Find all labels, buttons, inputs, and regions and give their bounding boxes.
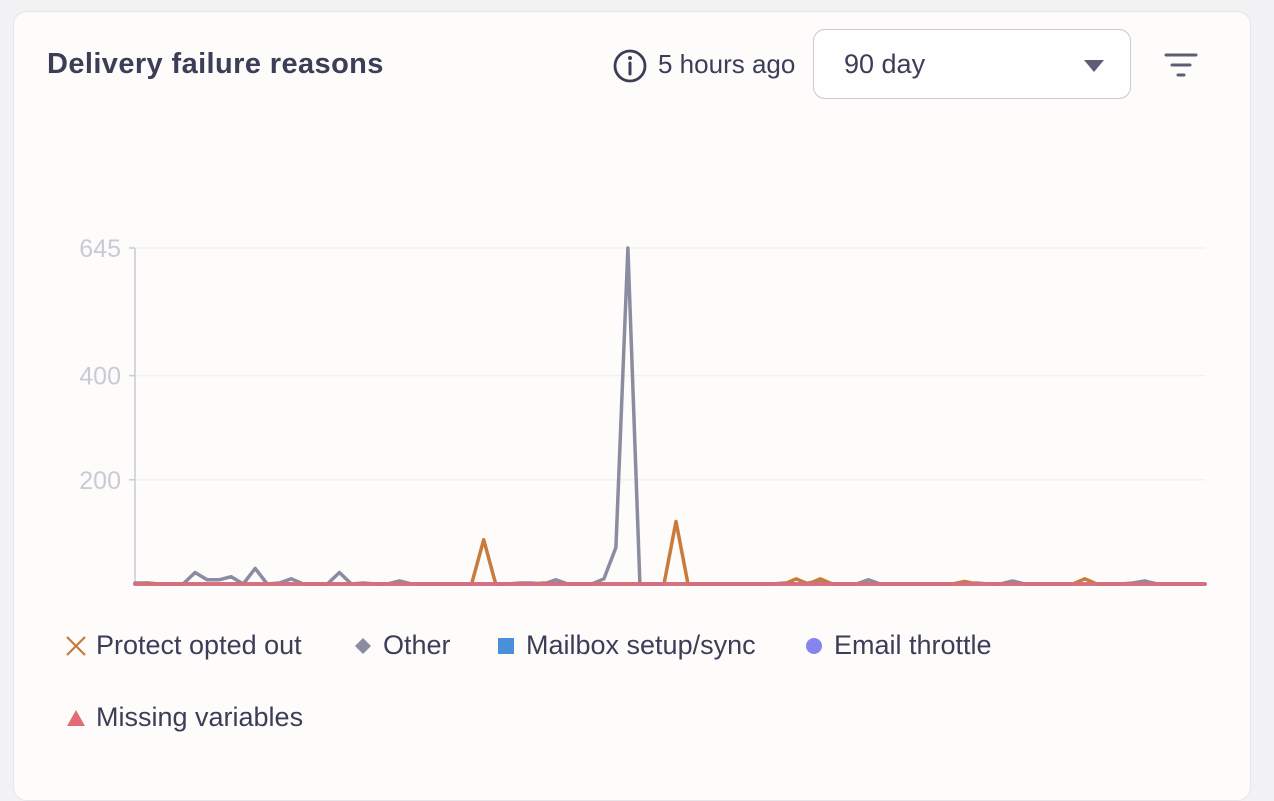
legend-item[interactable]: Missing variables — [64, 702, 303, 733]
legend-marker-triangle-icon — [67, 709, 85, 726]
y-tick-label: 200 — [79, 467, 121, 495]
legend-item[interactable]: Email throttle — [802, 630, 992, 661]
legend-marker-square-icon — [498, 637, 514, 654]
filter-lines-icon[interactable] — [1164, 49, 1198, 81]
legend-label: Email throttle — [834, 630, 992, 660]
series-line-other — [133, 246, 1207, 586]
legend-label: Mailbox setup/sync — [526, 630, 756, 660]
legend-item[interactable]: Other — [351, 630, 451, 661]
legend-label: Missing variables — [96, 702, 304, 732]
y-tick-label: 400 — [79, 363, 121, 391]
legend-item[interactable]: Protect opted out — [64, 630, 302, 661]
legend-item[interactable]: Mailbox setup/sync — [494, 630, 756, 661]
last-updated-text: 5 hours ago — [658, 49, 796, 79]
legend-marker-x-icon — [66, 635, 86, 656]
info-circle-icon[interactable] — [612, 48, 648, 84]
legend-label: Other — [383, 630, 451, 660]
caret-down-icon — [1084, 60, 1104, 72]
delivery-failure-card: Delivery failure reasons 5 hours ago 90 … — [13, 11, 1251, 801]
legend-marker-diamond-icon — [355, 637, 371, 654]
range-select[interactable]: 90 day — [813, 29, 1131, 99]
line-chart: 200 400 645 — [79, 235, 1207, 586]
card-title: Delivery failure reasons — [47, 48, 384, 80]
y-tick-label: 645 — [79, 235, 121, 263]
range-select-value: 90 day — [844, 49, 926, 79]
series-line-protect-opted-out — [133, 519, 1207, 586]
legend-label: Protect opted out — [96, 630, 302, 660]
legend-marker-circle-icon — [806, 637, 822, 654]
